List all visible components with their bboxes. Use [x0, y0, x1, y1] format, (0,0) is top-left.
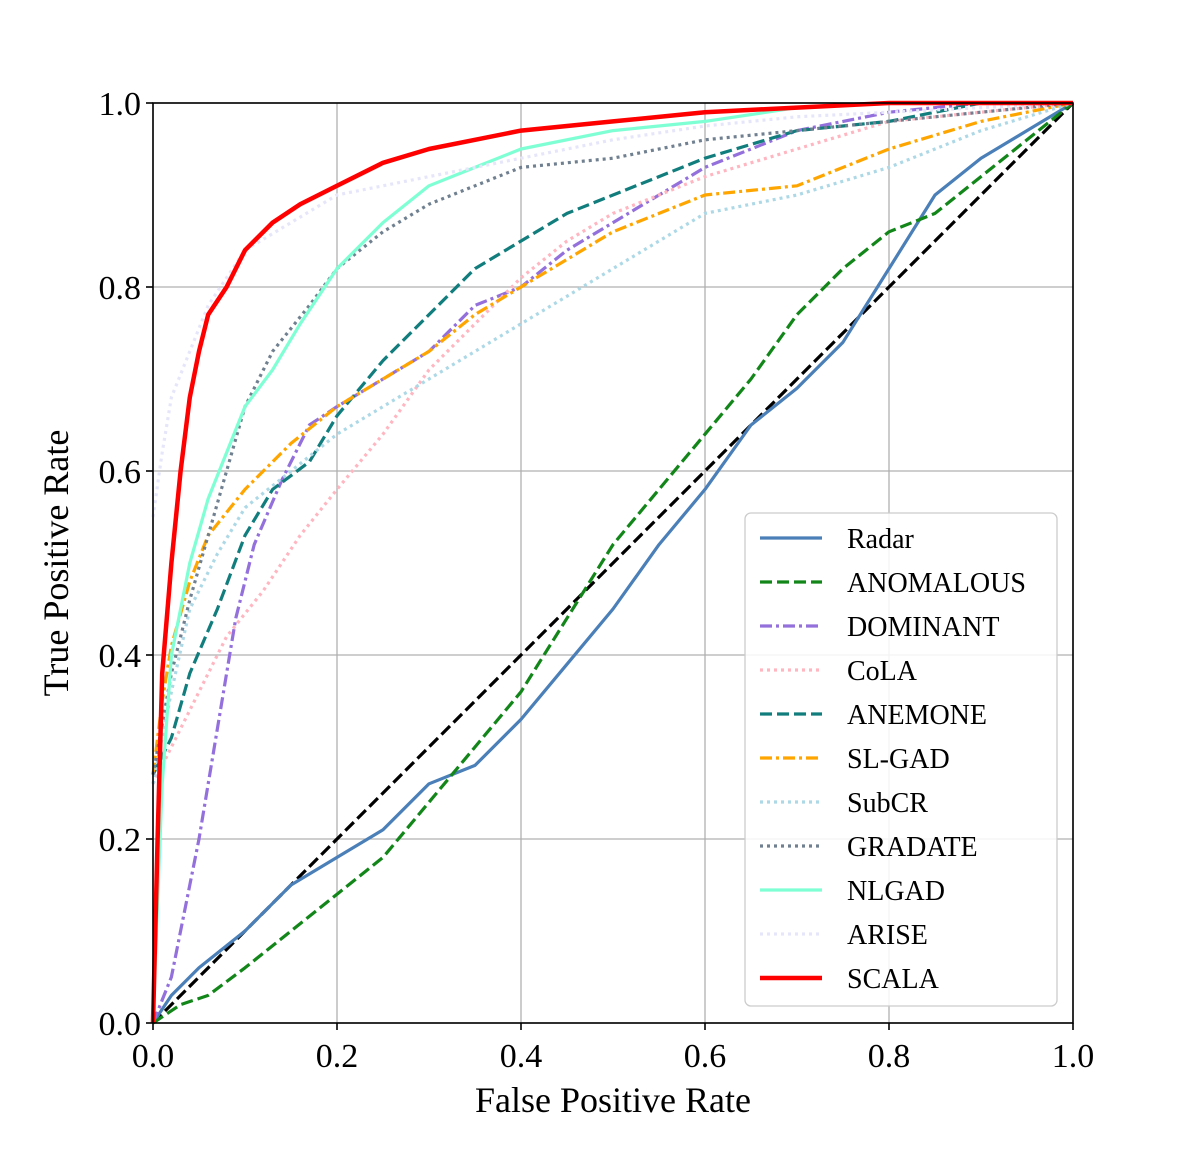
- x-tick-label: 0.6: [684, 1038, 727, 1075]
- legend-label-anemone: ANEMONE: [847, 700, 987, 731]
- legend-label-nlgad: NLGAD: [847, 876, 945, 907]
- x-tick-label: 0.4: [500, 1038, 543, 1075]
- series-line-radar: [151, 101, 1074, 1024]
- x-tick-label: 0.2: [316, 1038, 359, 1075]
- y-tick-label: 0.6: [99, 454, 142, 491]
- ticks: 0.0 0.2 0.4 0.6 0.8 1.0 0.0 0.2 0.4 0.6 0.8 1.0: [99, 86, 1095, 1075]
- y-tick-label: 1.0: [99, 86, 142, 123]
- legend-box: [744, 512, 1058, 1007]
- series-line-nlgad: [151, 101, 1073, 1024]
- chance-line-group: [151, 101, 1075, 1025]
- x-tick-label: 0.8: [868, 1038, 911, 1075]
- chance-diagonal-line: [151, 101, 1075, 1025]
- series-line-dominant: [151, 101, 1073, 1024]
- legend-label-cola: CoLA: [847, 656, 918, 687]
- legend-label-arise: ARISE: [847, 920, 928, 951]
- y-axis-label: True Positive Rate: [36, 430, 76, 697]
- legend-label-gradate: GRADATE: [847, 832, 978, 863]
- legend-label-anomalous: ANOMALOUS: [847, 568, 1026, 599]
- x-tick-label: 0.0: [132, 1038, 175, 1075]
- y-tick-label: 0.4: [99, 638, 142, 675]
- legend-label-dominant: DOMINANT: [847, 612, 999, 643]
- series-line-scala: [150, 100, 1073, 1024]
- y-tick-label: 0.0: [99, 1006, 142, 1043]
- series-line-arise: [151, 101, 1074, 518]
- x-axis-label: False Positive Rate: [475, 1080, 751, 1120]
- legend-label-subcr: SubCR: [847, 788, 928, 819]
- series-lines: [150, 100, 1074, 1025]
- y-tick-label: 0.2: [99, 822, 142, 859]
- plot-frame: [152, 102, 1074, 1024]
- y-tick-label: 0.8: [99, 270, 142, 307]
- grid: [152, 102, 1074, 1024]
- x-tick-label: 1.0: [1052, 1038, 1095, 1075]
- series-line-anomalous: [152, 101, 1074, 1025]
- legend: Radar ANOMALOUS DOMINANT CoLA ANEMONE SL-GAD S…: [744, 512, 1058, 1007]
- legend-label-sl-gad: SL-GAD: [847, 744, 950, 775]
- legend-label-scala: SCALA: [847, 964, 940, 995]
- legend-label-radar: Radar: [847, 524, 915, 555]
- series-line-gradate: [151, 101, 1074, 775]
- series-line-anemone: [151, 101, 1073, 776]
